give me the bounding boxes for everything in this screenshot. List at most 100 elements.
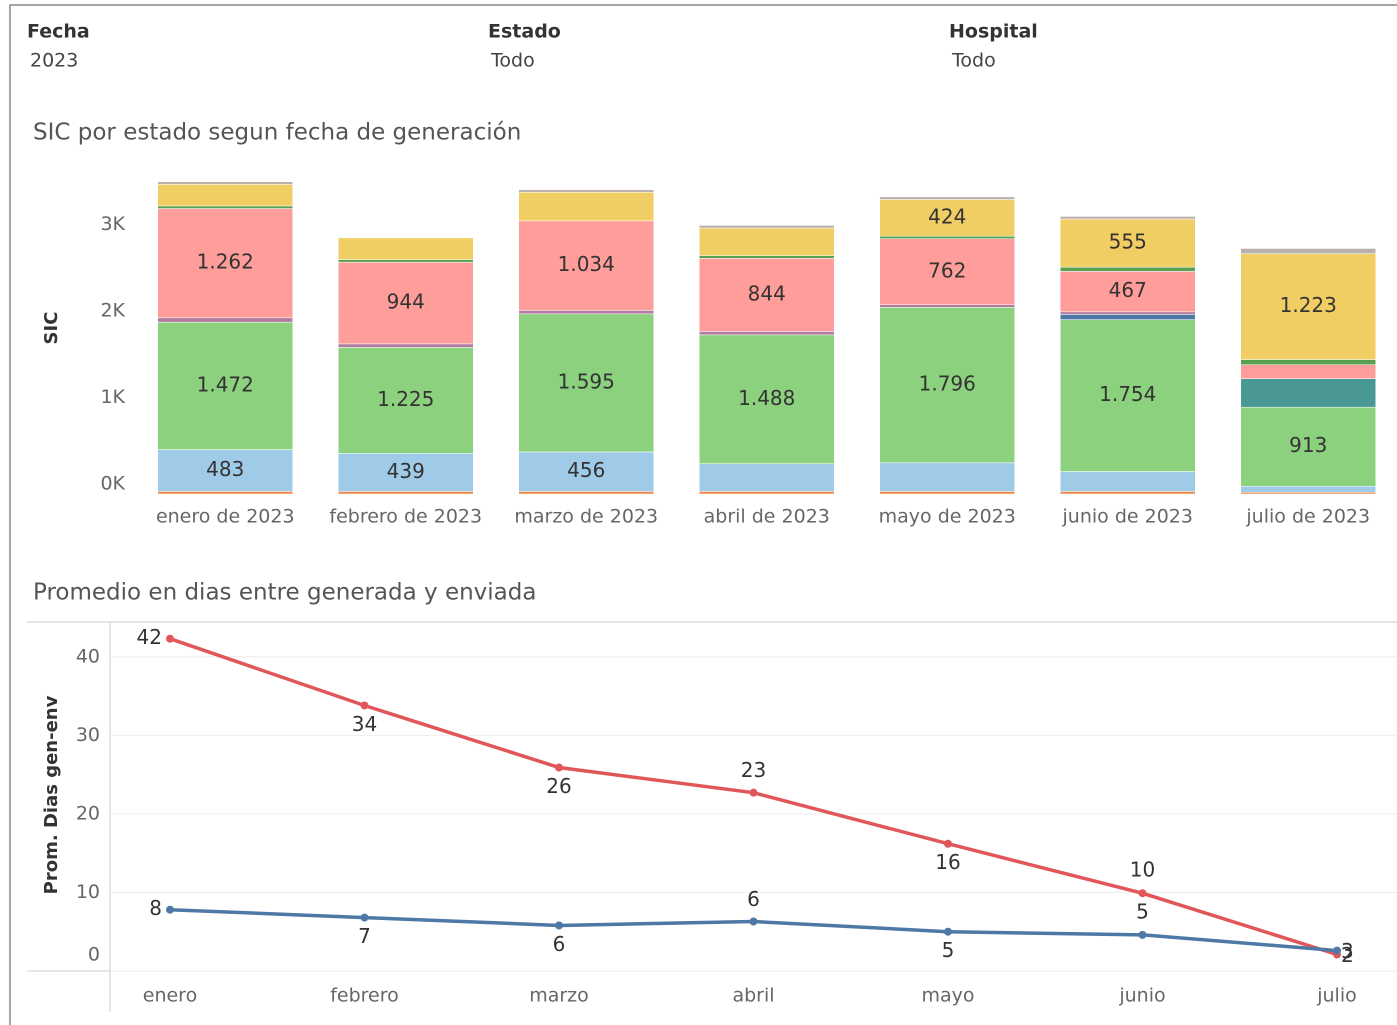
data-label: 8 [149,896,162,920]
y-tick-label: 3K [100,213,125,235]
data-label: 1.754 [1099,382,1156,406]
bar-segment [879,491,1015,495]
bar-segment [518,220,654,311]
y-axis-title: Prom. Dias gen-env [41,695,62,894]
point [360,701,369,710]
data-label: 762 [928,258,966,282]
x-tick-label: abril [732,985,774,1007]
point [555,763,563,772]
filter-value: Todo [490,50,535,72]
bar-segment [879,238,1015,305]
line [169,907,1338,953]
filter-label: Hospital [949,21,1038,43]
filter-value: 2023 [30,50,78,72]
bar-segment [699,255,835,259]
bar-segment [1060,314,1196,320]
data-label: 7 [358,924,371,948]
bar-segment [157,208,293,319]
bar-segment [1060,216,1196,220]
bar-segment [157,181,293,185]
y-tick-label: 0 [88,944,100,966]
data-label: 1.262 [197,250,254,274]
point [944,927,952,936]
point [1138,889,1147,898]
point [1333,946,1341,955]
data-label: 23 [741,758,766,782]
point [166,634,174,643]
bar-segment [518,310,654,315]
bar-segment [879,462,1015,492]
data-label: 6 [747,887,760,911]
data-label: 42 [137,625,162,649]
chart-title: SIC por estado segun fecha de generación [33,120,521,146]
data-label: 3 [1341,939,1354,963]
x-tick-label: mayo de 2023 [879,506,1016,528]
bar-segment [157,317,293,323]
bar-segment [699,258,835,332]
x-tick-label: marzo de 2023 [514,506,658,528]
x-tick-label: mayo [921,985,974,1007]
bar-segment [1060,266,1196,272]
bar-segment [1060,471,1196,492]
bar-segment [1060,319,1196,472]
chart-title: Promedio en dias entre generada y enviad… [33,580,536,606]
bar-segment [1060,311,1196,315]
bar-segment [699,227,835,256]
point [1138,930,1147,939]
data-label: 439 [387,459,425,483]
bar-segment [699,334,835,464]
bar-segment [338,261,474,345]
data-label: 456 [567,458,605,482]
point [749,917,758,926]
bar-segment [518,192,654,222]
point [166,905,174,914]
data-label: 6 [553,932,566,956]
bar-segment [157,449,293,492]
bar-segment [879,235,1015,240]
data-label: 2 [1341,943,1354,967]
data-label: 1.796 [919,372,976,396]
y-tick-label: 40 [76,645,100,667]
y-tick-label: 0K [100,473,125,495]
y-tick-label: 2K [100,299,125,321]
data-label: 34 [352,712,377,736]
y-axis-title: SIC [41,312,62,345]
x-tick-label: julio de 2023 [1245,506,1370,528]
bar-segment [1240,485,1376,493]
bar-segment [338,237,474,260]
x-tick-label: febrero de 2023 [329,506,482,528]
x-tick-label: junio [1118,985,1165,1007]
bar-segment [879,304,1015,308]
filter-label: Estado [488,21,561,43]
bar-segment [1240,253,1376,360]
data-label: 555 [1109,230,1147,254]
data-label: 1.472 [197,372,254,396]
x-tick-label: abril de 2023 [704,506,830,528]
x-tick-label: enero de 2023 [156,506,295,528]
data-label: 10 [1130,858,1155,882]
bar-segment [338,259,474,263]
data-label: 424 [928,204,966,228]
bar-segment [879,307,1015,464]
x-tick-label: marzo [529,985,589,1007]
data-label: 467 [1109,278,1147,302]
data-label: 16 [935,850,960,874]
bar-segment [518,491,654,495]
data-label: 5 [1136,899,1149,923]
y-tick-label: 1K [100,386,125,408]
bar-segment [1060,491,1196,495]
data-label: 1.225 [377,387,434,411]
data-label: 5 [942,938,955,962]
x-tick-label: enero [143,985,197,1007]
bar-segment [699,491,835,495]
data-label: 913 [1289,433,1327,457]
bar-segment [699,463,835,492]
bar-segment [699,331,835,336]
bar-segment [518,313,654,453]
filter-value: Todo [951,50,996,72]
bar-segment [699,225,835,229]
point [944,839,952,848]
bar-segment [1240,248,1376,254]
bar-segment [157,321,293,450]
